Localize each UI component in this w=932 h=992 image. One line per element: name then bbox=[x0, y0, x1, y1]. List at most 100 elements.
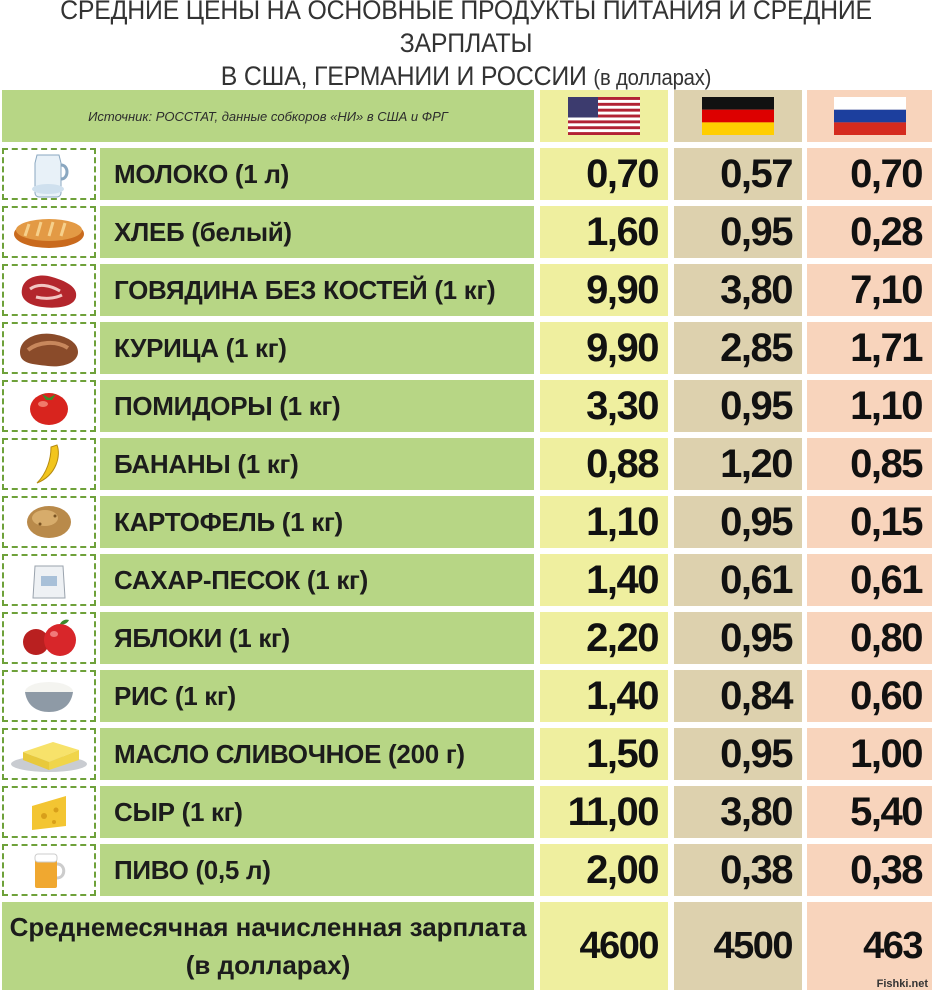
product-icon-box bbox=[2, 554, 96, 606]
product-icon-box bbox=[2, 322, 96, 374]
germany-price: 0,95 bbox=[674, 206, 802, 258]
germany-salary-value: 4500 bbox=[713, 924, 793, 967]
germany-price: 3,80 bbox=[674, 786, 802, 838]
sugar-bag-icon bbox=[27, 558, 71, 602]
russia-price: 1,00 bbox=[807, 728, 932, 780]
germany-price: 0,61 bbox=[674, 554, 802, 606]
title-line-1: СРЕДНИЕ ЦЕНЫ НА ОСНОВНЫЕ ПРОДУКТЫ ПИТАНИ… bbox=[60, 0, 872, 58]
usa-price-value: 2,00 bbox=[586, 847, 659, 892]
usa-price-value: 2,20 bbox=[586, 615, 659, 660]
russia-price-value: 0,15 bbox=[850, 499, 923, 544]
usa-price-value: 1,50 bbox=[586, 731, 659, 776]
germany-price-value: 0,95 bbox=[720, 615, 793, 660]
title-currency-note: (в долларах) bbox=[593, 65, 712, 90]
product-icon-box bbox=[2, 728, 96, 780]
product-icon-box bbox=[2, 844, 96, 896]
russia-price: 0,61 bbox=[807, 554, 932, 606]
product-icon-box bbox=[2, 148, 96, 200]
germany-flag-icon bbox=[702, 97, 774, 135]
banana-icon bbox=[31, 442, 67, 486]
usa-price: 11,00 bbox=[540, 786, 668, 838]
chicken-meat-icon bbox=[14, 326, 84, 370]
russia-price-value: 0,85 bbox=[850, 441, 923, 486]
russia-price: 7,10 bbox=[807, 264, 932, 316]
germany-price-value: 0,57 bbox=[720, 151, 793, 196]
russia-price-value: 0,60 bbox=[850, 673, 923, 718]
source-text: Источник: РОССТАТ, данные собкоров «НИ» … bbox=[88, 108, 448, 124]
product-name: КАРТОФЕЛЬ (1 кг) bbox=[114, 506, 343, 537]
product-name: МАСЛО СЛИВОЧНОЕ (200 г) bbox=[114, 738, 465, 769]
russia-salary: 463 bbox=[807, 902, 932, 990]
product-icon-box bbox=[2, 264, 96, 316]
usa-price: 9,90 bbox=[540, 322, 668, 374]
russia-price: 0,85 bbox=[807, 438, 932, 490]
germany-price-value: 0,95 bbox=[720, 209, 793, 254]
product-icon-box bbox=[2, 670, 96, 722]
russia-price: 0,15 bbox=[807, 496, 932, 548]
germany-price: 1,20 bbox=[674, 438, 802, 490]
usa-price-value: 1,10 bbox=[586, 499, 659, 544]
product-icon-box bbox=[2, 496, 96, 548]
beef-steak-icon bbox=[16, 269, 82, 311]
russia-price-value: 7,10 bbox=[850, 267, 923, 312]
usa-price-value: 1,40 bbox=[586, 557, 659, 602]
russia-price-value: 0,38 bbox=[850, 847, 923, 892]
salary-label-text: Среднемесячная начисленная зарплата (в до… bbox=[10, 908, 527, 984]
russia-price: 0,60 bbox=[807, 670, 932, 722]
russia-price: 0,38 bbox=[807, 844, 932, 896]
us-flag-icon bbox=[568, 97, 640, 135]
usa-price: 1,60 bbox=[540, 206, 668, 258]
milk-jug-icon bbox=[19, 149, 79, 199]
product-label: ЯБЛОКИ (1 кг) bbox=[100, 612, 534, 664]
salary-label-line-2: (в долларах) bbox=[185, 950, 351, 980]
bread-loaf-icon bbox=[11, 212, 87, 252]
beer-mug-icon bbox=[29, 848, 69, 892]
russia-flag-icon bbox=[833, 97, 906, 135]
usa-price-value: 3,30 bbox=[586, 383, 659, 428]
russia-salary-value: 463 bbox=[863, 924, 923, 967]
usa-price-value: 0,70 bbox=[586, 151, 659, 196]
russia-price: 0,28 bbox=[807, 206, 932, 258]
product-label: КУРИЦА (1 кг) bbox=[100, 322, 534, 374]
russia-price: 0,80 bbox=[807, 612, 932, 664]
usa-salary-value: 4600 bbox=[579, 924, 659, 967]
product-label: ГОВЯДИНА БЕЗ КОСТЕЙ (1 кг) bbox=[100, 264, 534, 316]
usa-price: 1,50 bbox=[540, 728, 668, 780]
product-icon-box bbox=[2, 612, 96, 664]
usa-price-value: 0,88 bbox=[586, 441, 659, 486]
product-icon-box bbox=[2, 206, 96, 258]
germany-price-value: 0,84 bbox=[720, 673, 793, 718]
usa-price: 2,20 bbox=[540, 612, 668, 664]
product-name: БАНАНЫ (1 кг) bbox=[114, 448, 299, 479]
germany-price-value: 1,20 bbox=[720, 441, 793, 486]
usa-price: 1,40 bbox=[540, 670, 668, 722]
usa-column-header bbox=[540, 90, 668, 142]
potato-icon bbox=[24, 502, 74, 542]
usa-price: 3,30 bbox=[540, 380, 668, 432]
product-name: МОЛОКО (1 л) bbox=[114, 158, 289, 189]
usa-price-value: 1,40 bbox=[586, 673, 659, 718]
salary-label: Среднемесячная начисленная зарплата (в до… bbox=[2, 902, 534, 990]
russia-price-value: 0,28 bbox=[850, 209, 923, 254]
product-icon-box bbox=[2, 380, 96, 432]
germany-price-value: 3,80 bbox=[720, 267, 793, 312]
germany-price: 0,95 bbox=[674, 612, 802, 664]
product-name: ПОМИДОРЫ (1 кг) bbox=[114, 390, 341, 421]
product-name: ПИВО (0,5 л) bbox=[114, 854, 271, 885]
germany-price: 0,38 bbox=[674, 844, 802, 896]
russia-price: 5,40 bbox=[807, 786, 932, 838]
germany-price: 3,80 bbox=[674, 264, 802, 316]
usa-price-value: 9,90 bbox=[586, 267, 659, 312]
russia-price: 0,70 bbox=[807, 148, 932, 200]
product-label: МАСЛО СЛИВОЧНОЕ (200 г) bbox=[100, 728, 534, 780]
product-label: ПИВО (0,5 л) bbox=[100, 844, 534, 896]
germany-price-value: 0,95 bbox=[720, 731, 793, 776]
product-name: ГОВЯДИНА БЕЗ КОСТЕЙ (1 кг) bbox=[114, 274, 496, 305]
apples-icon bbox=[16, 616, 82, 660]
source-note: Источник: РОССТАТ, данные собкоров «НИ» … bbox=[2, 90, 534, 142]
rice-bowl-icon bbox=[19, 676, 79, 716]
product-icon-box bbox=[2, 438, 96, 490]
usa-price-value: 1,60 bbox=[586, 209, 659, 254]
tomato-icon bbox=[26, 386, 72, 426]
